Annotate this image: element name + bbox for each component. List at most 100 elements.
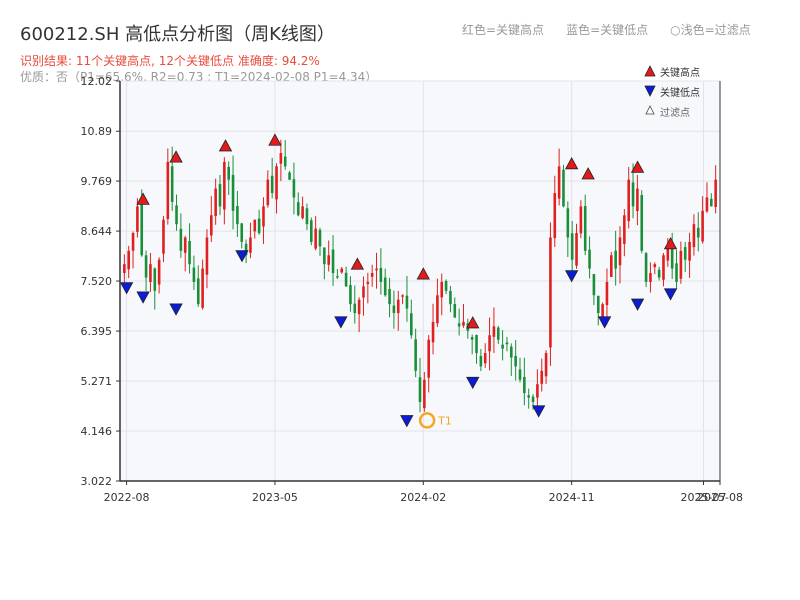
candle-body: [223, 161, 226, 210]
candle-body: [210, 215, 213, 236]
candle-body: [679, 250, 683, 279]
candle-body: [675, 263, 678, 282]
candle-body: [205, 237, 209, 275]
legend-blue-key-lows: 蓝色=关键低点: [566, 23, 649, 37]
candle-body: [170, 166, 174, 202]
candle-body: [249, 237, 252, 253]
candle-body: [710, 198, 713, 207]
y-tick-label: 10.89: [81, 125, 113, 138]
y-tick-label: 12.02: [81, 75, 113, 88]
candle-body: [396, 299, 400, 314]
key-high-marker: [663, 236, 678, 250]
candle-body: [188, 240, 191, 265]
candle-body: [701, 210, 704, 242]
candle-body: [614, 250, 617, 269]
y-tick-label: 9.769: [81, 175, 113, 188]
candle-body: [410, 313, 413, 336]
markers: T1: [119, 133, 678, 429]
candle-body: [262, 206, 265, 227]
key-high-marker: [564, 156, 579, 170]
legend-filtered-triangle: [645, 105, 655, 115]
candle-body: [405, 295, 409, 309]
legend-filter-text: 浅色=过滤点: [680, 23, 751, 37]
candle-body: [536, 384, 539, 398]
candle-body: [631, 182, 635, 207]
candle-body: [518, 369, 522, 380]
candle-body: [440, 281, 444, 298]
candle-body: [253, 219, 257, 232]
candle-body: [244, 243, 248, 256]
key-high-marker: [630, 160, 645, 173]
candle-body: [488, 335, 491, 352]
candle-body: [479, 356, 483, 367]
t1-label: T1: [437, 414, 452, 427]
candle-body: [331, 249, 335, 274]
candle-body: [696, 227, 700, 238]
candle-body: [288, 172, 291, 180]
candles: [123, 139, 717, 413]
candle-body: [166, 161, 170, 220]
candle-body: [688, 241, 691, 261]
candle-body: [496, 327, 500, 340]
key-high-marker: [581, 167, 595, 180]
key-high-marker: [466, 316, 480, 329]
candle-body: [379, 267, 383, 282]
candle-body: [314, 228, 317, 249]
candle-body: [640, 195, 644, 251]
candle-body: [357, 299, 361, 315]
x-tick-label: 2024-11: [549, 491, 595, 504]
x-tick-label: 2023-05: [252, 491, 298, 504]
candle-body: [349, 285, 352, 305]
candle-body: [683, 247, 687, 260]
candle-body: [383, 277, 387, 296]
candle-body: [623, 215, 626, 244]
legend-low-label: 关键低点: [660, 86, 700, 99]
candle-body: [644, 253, 648, 282]
candle-body: [353, 303, 357, 314]
candle-body: [662, 255, 665, 280]
x-tick-label: 2025-07: [681, 491, 727, 504]
key-low-marker: [334, 316, 348, 329]
legend-light-filter: ○浅色=过滤点: [670, 21, 751, 38]
candle-body: [270, 175, 274, 194]
candle-body: [123, 264, 126, 274]
candle-body: [227, 166, 230, 180]
candle-body: [240, 223, 244, 242]
legend-filtered-label: 过滤点: [660, 106, 690, 119]
candle-body: [605, 281, 609, 306]
candle-body: [140, 202, 144, 256]
candle-body: [449, 291, 452, 305]
legend-low-triangle: [644, 85, 656, 97]
candle-body: [427, 339, 430, 378]
candle-body: [566, 208, 570, 238]
candle-body: [705, 197, 709, 212]
x-tick-label: 2025-08: [697, 491, 743, 504]
candle-body: [592, 274, 596, 296]
candle-body: [562, 169, 565, 207]
candle-body: [366, 281, 370, 285]
recognition-result: 识别结果: 11个关键高点, 12个关键低点 准确度: 94.2%: [20, 54, 320, 68]
candle-body: [531, 396, 535, 402]
candle-body: [601, 304, 604, 319]
top-legend: 红色=关键高点 蓝色=关键低点 ○浅色=过滤点: [462, 21, 751, 38]
candle-body: [340, 268, 344, 273]
key-high-marker: [416, 267, 430, 280]
candle-body: [462, 321, 465, 326]
candle-body: [153, 268, 157, 291]
candle-body: [549, 237, 552, 348]
candle-body: [149, 264, 152, 283]
candle-body: [523, 376, 526, 394]
candle-body: [257, 218, 261, 234]
key-low-marker: [400, 415, 414, 428]
candle-body: [492, 326, 496, 337]
candle-body: [610, 255, 613, 277]
candle-body: [136, 206, 139, 232]
candle-body: [157, 259, 161, 285]
candle-body: [231, 174, 235, 211]
candle-body: [510, 346, 513, 358]
candle-body: [714, 179, 717, 208]
x-tick-label: 2024-02: [400, 491, 446, 504]
candle-body: [657, 269, 661, 278]
candle-body: [318, 229, 322, 247]
candle-body: [323, 247, 326, 265]
